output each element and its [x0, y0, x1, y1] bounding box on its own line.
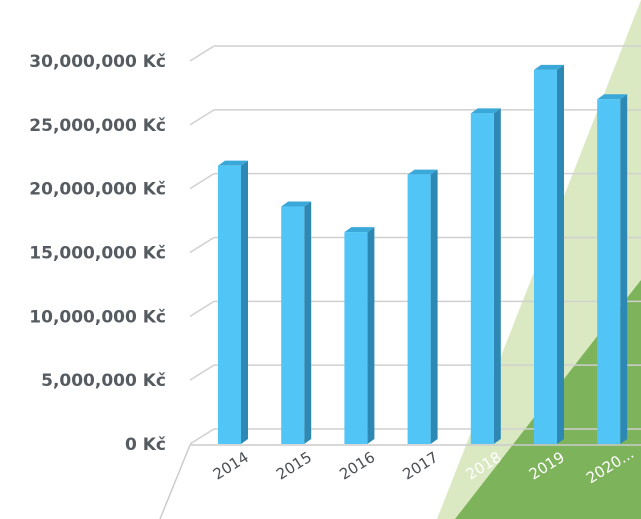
y-tick-label: 20,000,000 Kč: [29, 180, 166, 200]
bar-2014: [218, 161, 248, 444]
bar-front: [344, 232, 367, 444]
gridline-left-1: [190, 365, 214, 380]
bar-2016: [344, 227, 374, 444]
bar-2018: [471, 108, 501, 444]
gridline-left-3: [190, 238, 214, 253]
bar-front: [534, 70, 557, 444]
bar-2019: [534, 65, 564, 444]
x-tick-label: 2016: [336, 448, 378, 484]
bar-side: [304, 202, 311, 444]
gridline-left-0: [190, 429, 214, 444]
y-tick-label: 5,000,000 Kč: [41, 371, 166, 391]
bar-side: [431, 170, 438, 444]
bar-side: [620, 94, 627, 444]
x-tick-label: 2014: [210, 448, 252, 484]
y-tick-label: 30,000,000 Kč: [29, 52, 166, 72]
bar-side: [494, 108, 501, 444]
bar-front: [597, 99, 620, 444]
y-tick-label: 25,000,000 Kč: [29, 116, 166, 136]
gridline-left-4: [190, 174, 214, 189]
x-tick-label: 2015: [273, 448, 315, 484]
bar-side: [557, 65, 564, 444]
gridline-left-5: [190, 110, 214, 125]
bar-2017: [408, 170, 438, 444]
y-tick-label: 15,000,000 Kč: [29, 244, 166, 264]
floor-left-edge: [160, 445, 190, 519]
bar-front: [408, 175, 431, 444]
bar-front: [281, 207, 304, 444]
bar-side: [367, 227, 374, 444]
gridline-left-2: [190, 301, 214, 316]
y-tick-label: 10,000,000 Kč: [29, 307, 166, 327]
gridline-left-6: [190, 46, 214, 61]
bar-front: [471, 113, 494, 444]
bar-side: [241, 161, 248, 444]
x-tick-label: 2017: [399, 448, 441, 484]
bar-2015: [281, 202, 311, 444]
bar-front: [218, 166, 241, 444]
y-tick-label: 0 Kč: [125, 435, 166, 455]
bar-2020...: [597, 94, 627, 444]
y-axis-tick-labels: 0 Kč 5,000,000 Kč 10,000,000 Kč 15,000,000 …: [29, 52, 166, 455]
